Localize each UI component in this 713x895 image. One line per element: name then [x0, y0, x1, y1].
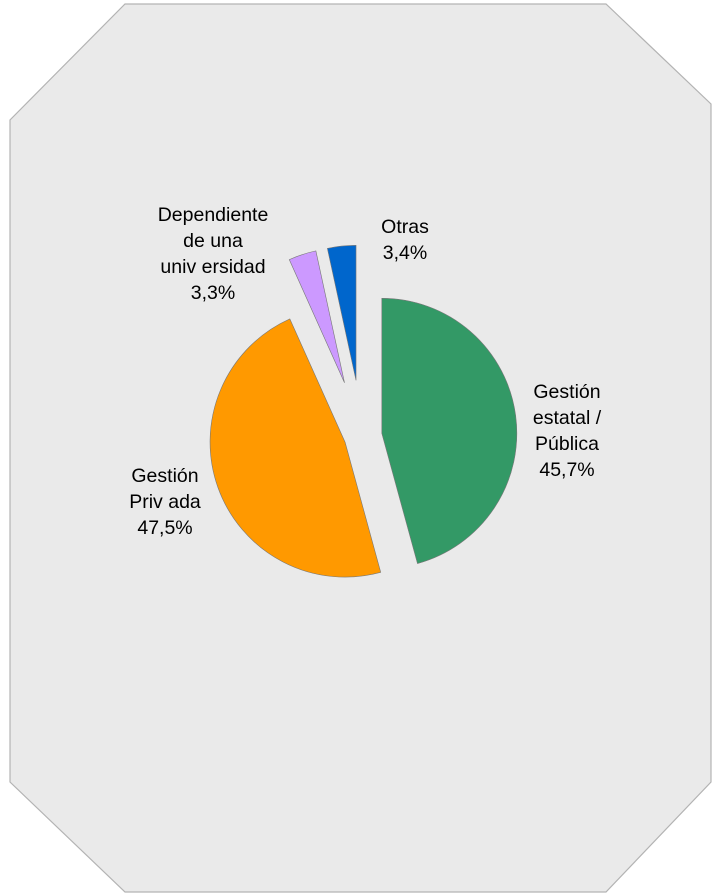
slice-value-label: 3,3% [191, 282, 235, 304]
pie-slice-0 [381, 298, 518, 564]
slice-name-line: Dependiente [158, 204, 269, 226]
pie-slice-2 [288, 250, 345, 383]
slice-name-line: Gestión [131, 465, 198, 487]
slice-label-0: Gestión estatal / Pública 45,7% [533, 381, 602, 481]
slice-value-label: 47,5% [137, 517, 192, 539]
slice-name-line: univ ersidad [160, 256, 265, 278]
pie-slice-3 [327, 245, 357, 381]
slice-name-line: Pública [535, 433, 599, 455]
pie-slice-1 [209, 318, 382, 578]
slice-label-3: Otras 3,4% [381, 216, 429, 264]
slice-name-line: estatal / [533, 407, 602, 429]
slice-value-label: 3,4% [383, 242, 427, 264]
slice-label-1: Gestión Priv ada 47,5% [129, 465, 201, 539]
slice-value-label: 45,7% [539, 459, 594, 481]
slice-name-line: Otras [381, 216, 429, 238]
slice-name-line: de una [183, 230, 243, 252]
slice-label-2: Dependiente de una univ ersidad 3,3% [158, 204, 269, 304]
slice-name-line: Priv ada [129, 491, 201, 513]
slice-name-line: Gestión [533, 381, 600, 403]
chart-background [9, 3, 712, 893]
